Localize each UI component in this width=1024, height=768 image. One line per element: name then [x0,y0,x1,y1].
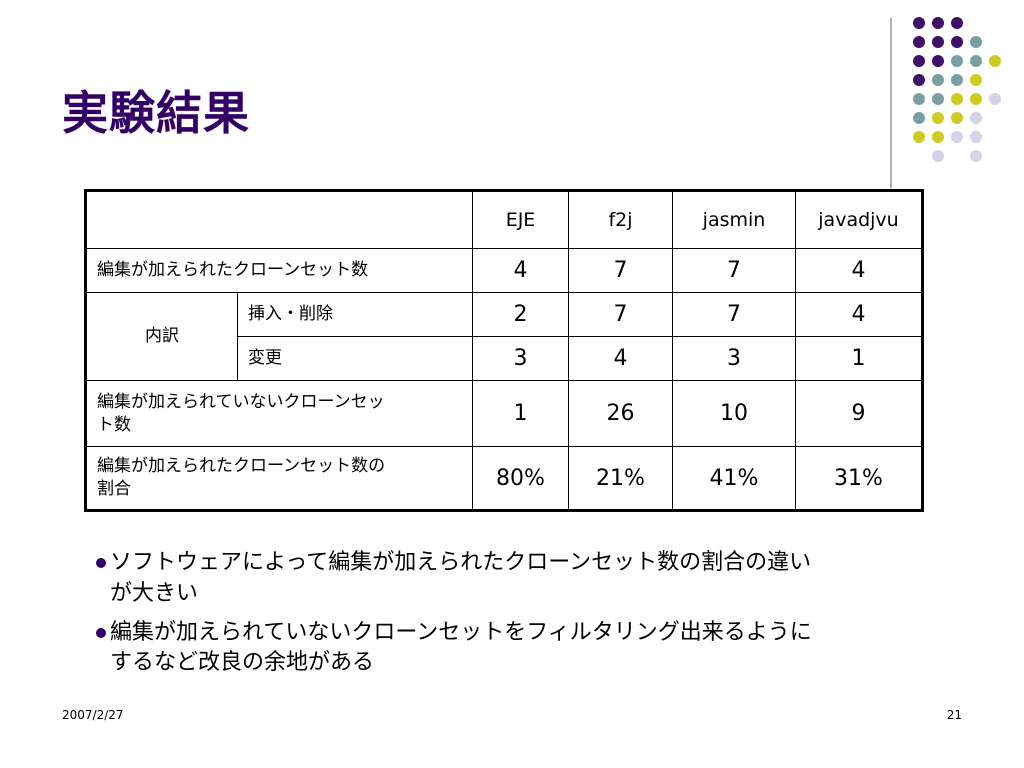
row-label: 挿入・削除 [237,292,473,337]
bullet-list: ソフトウェアによって編集が加えられたクローンセット数の割合の違い が大きい 編集… [96,548,946,687]
row-label-line: 編集が加えられていないクローンセッ [97,391,385,412]
table-header-row: EJE f2j jasmin javadjvu [85,190,923,249]
bullet-text: ソフトウェアによって編集が加えられたクローンセット数の割合の違い [110,550,812,575]
table-cell: 4 [568,336,673,381]
column-header-eje: EJE [472,190,569,249]
dot [970,93,982,105]
dot [989,93,1001,105]
table-cell: 21% [568,446,673,511]
dot [932,150,944,162]
dot [913,36,925,48]
table-cell: 7 [568,292,673,337]
row-label: 編集が加えられたクローンセット数 [85,248,473,293]
table-cell: 1 [472,380,569,447]
table-cell: 3 [472,336,569,381]
bullet-item: ソフトウェアによって編集が加えられたクローンセット数の割合の違い が大きい [96,548,946,610]
row-label-line: 編集が加えられたクローンセット数の [97,456,386,477]
table-row-edited-ratio: 編集が加えられたクローンセット数の 割合 80% 21% 41% 31% [85,446,923,511]
bullet-item: 編集が加えられていないクローンセットをフィルタリング出来るように するなど改良の… [96,618,946,680]
dot [932,17,944,29]
dot [989,55,1001,67]
dot [970,55,982,67]
dot [951,55,963,67]
dot-pattern [913,17,1001,162]
table-row-edited-clone-sets: 編集が加えられたクローンセット数 4 7 7 4 [85,248,923,293]
row-label-line: ト数 [97,414,131,435]
dot [951,131,963,143]
dot [913,17,925,29]
dot [913,55,925,67]
dot [970,150,982,162]
vertical-divider [890,18,892,188]
table-cell: 41% [672,446,796,511]
dot [913,112,925,124]
bullet-icon [96,558,106,568]
row-label-breakdown: 内訳 [85,292,238,381]
bullet-icon [96,627,106,638]
dot [951,112,963,124]
dot [932,112,944,124]
table-cell: 7 [568,248,673,293]
bullet-text: するなど改良の余地がある [110,650,375,676]
dot [913,74,925,86]
column-header-javadjvu: javadjvu [795,190,923,249]
table-cell: 7 [672,292,796,337]
dot [970,74,982,86]
bullet-text: が大きい [110,580,199,606]
slide-title: 実験結果 [62,86,250,140]
header-empty-cell [85,190,473,249]
table-cell: 4 [795,292,923,337]
column-header-f2j: f2j [568,190,673,249]
table-cell: 3 [672,336,796,381]
dot [913,93,925,105]
footer-date: 2007/2/27 [62,708,124,722]
column-header-jasmin: jasmin [672,190,796,249]
bullet-text: 編集が加えられていないクローンセットをフィルタリング出来るように [110,619,812,645]
table-row-change: 変更 3 4 3 1 [86,336,923,381]
dot [970,112,982,124]
row-label: 変更 [237,336,473,381]
table-cell: 26 [568,380,673,447]
footer-page-number: 21 [946,708,962,722]
row-label: 編集が加えられたクローンセット数の 割合 [85,446,473,511]
table-cell: 9 [795,380,923,447]
dot [932,55,944,67]
dot [951,17,963,29]
table-cell: 4 [795,248,923,293]
table-cell: 31% [795,446,923,511]
table-cell: 10 [672,380,796,447]
dot [951,74,963,86]
dot [932,74,944,86]
table-cell: 1 [795,336,923,381]
dot [951,36,963,48]
dot [951,93,963,105]
dot [932,131,944,143]
dot [970,131,982,143]
table-cell: 7 [672,248,796,293]
dot [913,131,925,143]
results-table: EJE f2j jasmin javadjvu 編集が加えられたクローンセット数… [84,189,924,512]
table-row-unedited-clone-sets: 編集が加えられていないクローンセッ ト数 1 26 10 9 [85,380,923,447]
row-label-line: 割合 [97,479,131,499]
dot [970,36,982,48]
table-cell: 4 [472,248,569,293]
row-label: 編集が加えられていないクローンセッ ト数 [85,380,473,447]
table-cell: 80% [472,446,569,511]
dot [932,93,944,105]
table-row-insert-delete: 内訳 挿入・削除 2 7 7 4 [85,292,923,381]
table-cell: 2 [472,292,569,337]
dot [932,36,944,48]
